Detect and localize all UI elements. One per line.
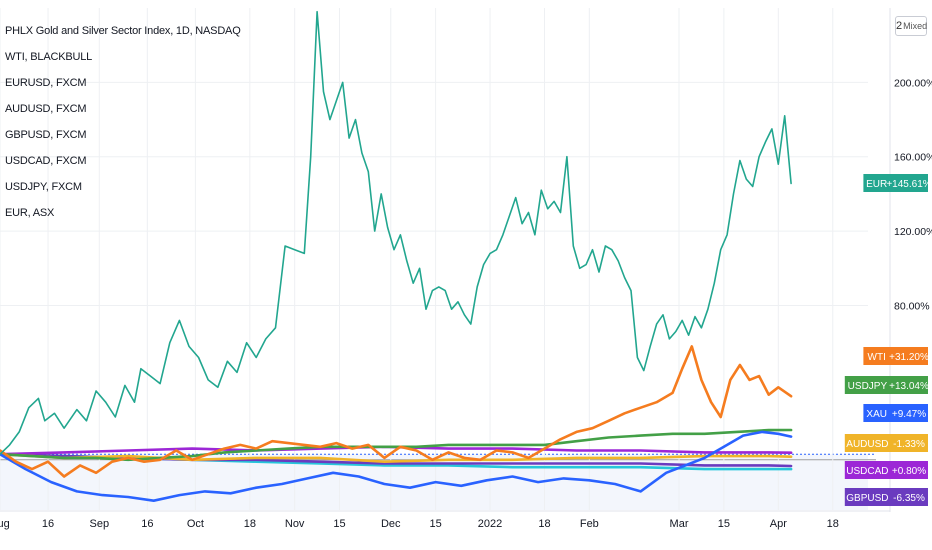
badge-label-bg-gbpusd (844, 488, 890, 506)
scale-mode-number: 2 (896, 20, 903, 32)
badge-wti: WTI +31.20% (863, 347, 929, 365)
series-line-eur (0, 10, 792, 455)
legend-item-gold-silver-index[interactable]: PHLX Gold and Silver Sector Index, 1D, N… (5, 25, 241, 37)
badge-gbpusd: GBPUSD -6.35% (844, 488, 928, 506)
y-tick-label: 200.00% (894, 77, 932, 89)
badge-label-xau: XAU (866, 409, 887, 420)
badge-value-eur: +145.61% (886, 179, 931, 190)
x-tick-label: 15 (429, 518, 441, 530)
x-tick-label: Feb (580, 518, 599, 530)
series-line-audusd (0, 452, 793, 463)
badge-value-usdjpy: +13.04% (889, 381, 929, 392)
axes: Aug 16 Sep 16 Oct 18 Nov 15 Dec 15 2022 18 Feb Mar 15 A… (0, 8, 932, 530)
badge-value-bg-usdcad (890, 461, 928, 479)
series-line-xau (0, 430, 793, 502)
badge-xau: XAU +9.47% (863, 404, 928, 422)
badge-value-bg-usdjpy (890, 376, 928, 394)
x-tick-label: 16 (141, 518, 153, 530)
badge-label-gbpusd: GBPUSD (846, 493, 888, 504)
badge-audusd: AUDUSD -1.33% (844, 434, 928, 452)
legend-item-usdcad[interactable]: USDCAD, FXCM (5, 155, 87, 167)
badge-value-bg-audusd (890, 434, 928, 452)
x-tick-label: 16 (42, 518, 54, 530)
x-tick-label: Aug (0, 518, 10, 530)
badge-label-bg-xau (863, 404, 890, 422)
legend-item-eur-asx[interactable]: EUR, ASX (5, 207, 55, 219)
badge-label-bg-usdcad (844, 461, 890, 479)
x-tick-label: 18 (538, 518, 550, 530)
badge-value-bg-wti (890, 347, 928, 365)
badge-label-bg-audusd (844, 434, 890, 452)
legend-item-audusd[interactable]: AUDUSD, FXCM (5, 103, 87, 115)
x-tick-label: 18 (244, 518, 256, 530)
badge-label-usdcad: USDCAD (846, 466, 888, 477)
x-tick-label: Dec (381, 518, 401, 530)
x-tick-label: 15 (718, 518, 730, 530)
badge-label-bg-wti (863, 347, 890, 365)
badge-value-audusd: -1.33% (893, 439, 925, 450)
badge-value-xau: +9.47% (892, 409, 926, 420)
badge-label-eur: EUR (866, 179, 887, 190)
badge-value-wti: +31.20% (889, 352, 929, 363)
x-tick-label: 2022 (478, 518, 502, 530)
legend-item-usdjpy[interactable]: USDJPY, FXCM (5, 181, 82, 193)
badge-label-usdjpy: USDJPY (848, 381, 888, 392)
y-tick-label: 160.00% (894, 152, 932, 164)
x-tick-label: Oct (187, 518, 204, 530)
badge-usdjpy: USDJPY +13.04% (844, 376, 929, 394)
badge-usdcad: USDCAD +0.80% (844, 461, 928, 479)
series-legend: PHLX Gold and Silver Sector Index, 1D, N… (5, 18, 241, 226)
badge-label-bg-usdjpy (844, 376, 890, 394)
badge-value-bg-eur (890, 174, 928, 192)
x-tick-label: Apr (770, 518, 787, 530)
legend-item-gbpusd[interactable]: GBPUSD, FXCM (5, 129, 87, 141)
badge-value-gbpusd: -6.35% (893, 493, 925, 504)
y-tick-label: 120.00% (894, 226, 932, 238)
badge-value-bg-gbpusd (890, 488, 928, 506)
series-line-wti (0, 345, 793, 478)
badge-label-wti: WTI (868, 352, 886, 363)
badge-eur: EUR +145.61% (863, 174, 932, 192)
x-tick-label: Nov (285, 518, 305, 530)
badge-value-usdcad: +0.80% (892, 466, 926, 477)
price-badges: EUR +145.61% WTI +31.20% USDJPY +13.04% XAU +9.… (844, 174, 932, 506)
legend-item-wti[interactable]: WTI, BLACKBULL (5, 51, 93, 63)
scale-mode-label: Mixed (903, 21, 928, 31)
badge-label-audusd: AUDUSD (846, 439, 888, 450)
x-tick-label: Sep (90, 518, 110, 530)
legend-item-eurusd[interactable]: EURUSD, FXCM (5, 77, 87, 89)
series-lines (0, 10, 793, 502)
badge-value-bg-xau (890, 404, 928, 422)
y-tick-label: 80.00% (894, 300, 930, 312)
badge-label-bg-eur (863, 174, 890, 192)
scale-mode-button[interactable]: 2Mixed (895, 16, 927, 36)
x-tick-label: Mar (670, 518, 689, 530)
x-tick-label: 18 (827, 518, 839, 530)
x-tick-label: 15 (333, 518, 345, 530)
